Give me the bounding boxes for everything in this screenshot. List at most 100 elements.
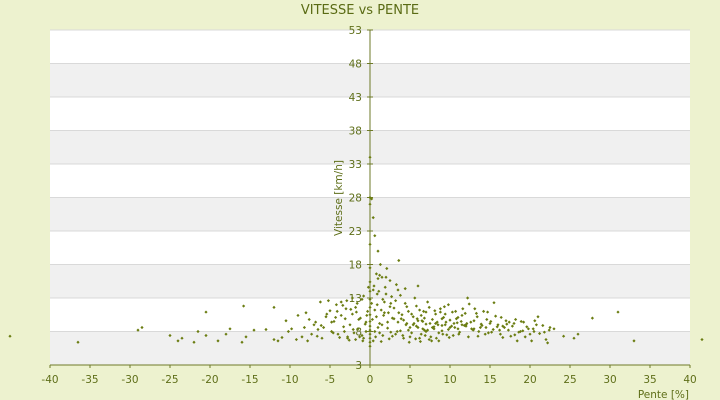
data-point [368, 313, 372, 317]
data-point [454, 317, 458, 321]
data-point [385, 266, 389, 271]
data-point [418, 336, 422, 340]
data-point [418, 339, 422, 344]
data-point [443, 323, 447, 327]
data-point [398, 329, 402, 333]
data-point [486, 310, 490, 314]
data-point [372, 284, 376, 288]
data-point [196, 329, 200, 334]
data-point [414, 337, 418, 341]
data-point [442, 305, 446, 309]
data-point [444, 320, 448, 324]
data-point [390, 295, 394, 299]
chart-title: VITESSE vs PENTE [301, 3, 419, 18]
data-point [322, 325, 326, 330]
data-point [346, 336, 350, 340]
data-point [406, 328, 410, 332]
data-point [447, 335, 451, 340]
data-point [440, 317, 444, 321]
data-point [473, 307, 477, 311]
data-point [368, 242, 372, 246]
data-point [370, 301, 374, 305]
data-point [376, 276, 380, 281]
data-point [304, 311, 308, 315]
data-point [368, 289, 372, 293]
data-point [547, 328, 551, 332]
data-point [376, 325, 380, 330]
data-point [341, 303, 345, 307]
x-tick-label: 25 [563, 374, 576, 386]
data-point [562, 334, 566, 338]
data-point [350, 296, 354, 300]
data-point [406, 309, 410, 313]
data-point [368, 297, 372, 301]
data-point [397, 311, 401, 315]
data-point [491, 327, 495, 332]
data-point [466, 296, 470, 300]
data-point [544, 337, 548, 342]
data-point [382, 313, 386, 318]
data-point [422, 309, 426, 313]
y-tick-label: 48 [349, 59, 362, 71]
data-point [427, 305, 431, 309]
data-point [480, 323, 484, 328]
y-tick-label: 28 [349, 193, 362, 205]
data-point [438, 310, 442, 314]
data-point [403, 287, 407, 291]
data-point [318, 300, 322, 304]
data-point [422, 328, 426, 332]
data-point [446, 303, 450, 307]
data-point [396, 288, 400, 292]
data-point [434, 336, 438, 340]
data-point [401, 333, 405, 338]
data-point [368, 328, 372, 332]
data-point [632, 339, 636, 343]
data-point [316, 327, 320, 332]
data-point [408, 335, 412, 339]
data-point [494, 314, 498, 318]
data-point [450, 310, 454, 314]
y-tick-label: 3 [355, 360, 362, 372]
data-point [310, 332, 314, 336]
data-point [264, 327, 268, 332]
data-point [373, 234, 377, 238]
data-point [204, 333, 208, 338]
data-point [572, 336, 576, 340]
data-point [368, 266, 372, 270]
data-point [424, 322, 428, 326]
data-point [407, 340, 411, 344]
data-point [368, 332, 372, 336]
data-point [404, 323, 408, 327]
data-point [390, 316, 394, 320]
data-point [410, 312, 414, 316]
data-point [418, 308, 422, 312]
data-point [445, 333, 449, 337]
x-tick-label: -20 [201, 374, 218, 386]
data-point [358, 316, 362, 320]
data-point [302, 325, 306, 330]
data-point [384, 275, 388, 279]
data-point [389, 301, 393, 305]
data-point [542, 330, 546, 334]
data-point [348, 323, 352, 327]
data-point [326, 299, 330, 303]
data-point [423, 333, 427, 338]
x-tick-label: -10 [281, 374, 298, 386]
data-point [368, 324, 372, 328]
data-point [339, 300, 343, 304]
data-point [368, 155, 372, 159]
data-point [360, 333, 364, 338]
data-point [307, 317, 311, 322]
data-point [216, 339, 220, 343]
data-point [433, 309, 437, 313]
data-point [396, 320, 400, 324]
data-point [415, 317, 419, 321]
data-point [457, 332, 461, 336]
data-point [371, 339, 375, 343]
data-point [362, 294, 366, 298]
y-tick-label: 23 [349, 226, 362, 238]
data-point [532, 329, 536, 334]
data-point [548, 325, 552, 330]
